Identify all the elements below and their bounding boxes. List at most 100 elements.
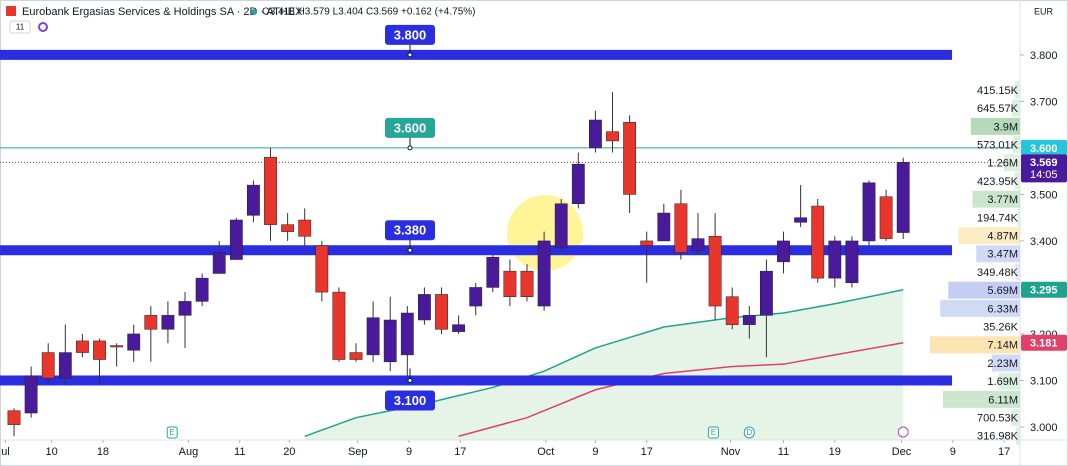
- x-tick-label: 19: [829, 446, 841, 458]
- y-tick-label: 3.500: [1030, 189, 1058, 201]
- level-band: [0, 245, 952, 256]
- volume-profile-label: 194.74K: [977, 212, 1019, 224]
- ma-line: [458, 342, 904, 438]
- level-badge: [385, 117, 435, 138]
- event-label: E: [711, 428, 716, 437]
- x-tick-label: Aug: [179, 446, 199, 458]
- indicator-count: 11: [16, 23, 25, 32]
- volume-profile-bar: [1011, 409, 1020, 427]
- level-band: [0, 49, 952, 60]
- candle-body: [127, 333, 141, 351]
- candle-body: [264, 156, 277, 225]
- x-tick-label: 9: [406, 446, 412, 458]
- candle-body: [229, 219, 243, 260]
- candle-body: [144, 315, 158, 330]
- x-tick-label: Sep: [348, 446, 368, 458]
- indicator-chip[interactable]: [9, 20, 31, 34]
- volume-profile-label: 349.48K: [977, 267, 1019, 279]
- x-tick-label: 11: [778, 446, 789, 458]
- volume-profile-label: 1.69M: [987, 376, 1018, 388]
- volume-profile-label: 423.95K: [977, 176, 1019, 188]
- candle-body: [896, 162, 910, 233]
- candle-body: [247, 184, 260, 216]
- volume-profile-label: 316.98K: [977, 431, 1019, 443]
- event-icon: [897, 426, 909, 438]
- candle-body: [366, 317, 380, 356]
- x-tick-label: 20: [283, 446, 295, 458]
- volume-profile-bar: [1014, 81, 1020, 99]
- y-tick-label: 3.700: [1030, 96, 1058, 108]
- indicator-icon[interactable]: [38, 22, 48, 32]
- plot: 3.800 3.600 3.380 3.100: [0, 24, 1020, 440]
- volume-profile-bar: [1011, 99, 1020, 117]
- level-badge: [385, 390, 435, 411]
- candle-body: [794, 217, 808, 223]
- volume-profile-label: 7.14M: [987, 340, 1018, 352]
- candle-body: [589, 119, 602, 149]
- volume-profile-label: 700.53K: [977, 413, 1019, 425]
- volume-profile-bar: [958, 227, 1020, 245]
- level-label: 3.380: [394, 223, 427, 238]
- volume-profile-label: 645.57K: [977, 103, 1019, 115]
- volume-profile-label: 415.15K: [977, 85, 1019, 97]
- candle-body: [383, 319, 397, 363]
- candle-body: [828, 240, 842, 279]
- volume-profile-label: 3.77M: [987, 194, 1018, 206]
- volume-profile-label: 4.87M: [987, 231, 1018, 243]
- candle-body: [212, 252, 226, 274]
- event-marker: [707, 426, 719, 439]
- volume-profile-bar: [991, 354, 1020, 372]
- candle-body: [520, 270, 534, 297]
- volume-profile-label: 3.9M: [994, 121, 1018, 133]
- candle-body: [708, 236, 722, 307]
- event-marker: [743, 426, 755, 439]
- volume-profile-bar: [998, 372, 1020, 390]
- y-tick-label: 3.800: [1030, 50, 1058, 62]
- candle-body: [195, 277, 209, 302]
- volume-profile-label: 2.23M: [987, 358, 1018, 370]
- candle-body: [161, 315, 175, 330]
- candle-body: [691, 238, 705, 251]
- volume-profile-bar: [970, 117, 1020, 135]
- candle-body: [862, 182, 876, 242]
- x-tick-label: Dec: [892, 446, 912, 458]
- status-dot: [251, 9, 257, 15]
- x-tick-label: 10: [46, 446, 58, 458]
- candle-body: [606, 131, 619, 142]
- x-tick-label: 17: [641, 446, 653, 458]
- candle-body: [93, 340, 106, 360]
- candle-body: [7, 410, 21, 425]
- price-badge: [1021, 281, 1067, 298]
- candle-body: [742, 315, 756, 325]
- level-badge: [385, 24, 435, 45]
- y-tick-label: 3.000: [1030, 422, 1058, 434]
- x-tick-label: 18: [97, 446, 109, 458]
- x-tick-label: Oct: [537, 446, 554, 458]
- price-badge-label: 3.569: [1030, 157, 1058, 169]
- candle-body: [281, 224, 295, 232]
- event-label: D: [746, 428, 752, 437]
- candle-body: [315, 245, 329, 293]
- volume-profile-label: 6.11M: [988, 394, 1018, 406]
- candle-body: [640, 240, 654, 246]
- volume-profile-bar: [976, 245, 1020, 263]
- candle-body: [554, 203, 568, 249]
- candle-body: [674, 203, 688, 253]
- x-tick-label: 9: [592, 446, 598, 458]
- candle-body: [178, 301, 192, 316]
- event-label: E: [170, 428, 175, 437]
- ma-fill: [304, 289, 904, 440]
- volume-profile-label: 5.69M: [987, 285, 1018, 297]
- price-badge-label: 3.295: [1030, 285, 1058, 297]
- currency[interactable]: EUR: [1034, 6, 1054, 16]
- price-badge-label: 3.600: [1030, 143, 1058, 155]
- candle-body: [58, 352, 72, 379]
- price-badge: [1021, 154, 1067, 183]
- volume-profile-bar: [930, 336, 1020, 354]
- volume-profile-bar: [1017, 208, 1020, 226]
- candle-body: [452, 324, 466, 332]
- x-tick-label: 9: [950, 446, 956, 458]
- level-band: [0, 375, 952, 386]
- candle-body: [571, 163, 585, 204]
